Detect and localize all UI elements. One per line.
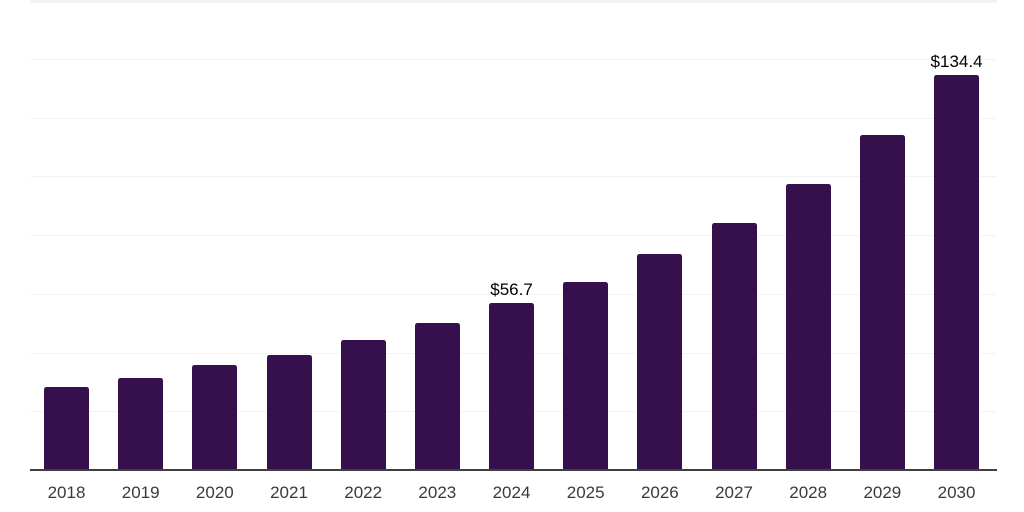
plot-area: $56.7 $134.4 — [30, 0, 997, 472]
x-label-2027: 2027 — [715, 483, 753, 502]
gridline — [30, 176, 997, 178]
x-label-2026: 2026 — [640, 483, 679, 502]
x-label-2022: 2022 — [344, 483, 383, 502]
x-label-2028: 2028 — [789, 483, 828, 502]
bar-2028[interactable] — [785, 184, 831, 470]
x-label-2021: 2021 — [270, 483, 308, 502]
gridline — [30, 235, 997, 236]
x-label-2029: 2029 — [863, 483, 902, 502]
x-label-2023: 2023 — [418, 483, 457, 502]
bar-2018[interactable] — [44, 387, 89, 470]
x-axis-tick-labels: 2018 2019 2020 2021 2022 2023 2024 2025 2026 2027… — [30, 483, 997, 505]
x-label-2030: 2030 — [937, 483, 976, 502]
x-label-2018: 2018 — [47, 483, 86, 502]
gridline — [30, 0, 997, 3]
bar-2019[interactable] — [118, 378, 164, 470]
bar-2020[interactable] — [192, 365, 238, 470]
bar-2021[interactable] — [266, 354, 312, 470]
bar-2030[interactable] — [934, 75, 980, 470]
x-label-2025: 2025 — [566, 483, 605, 502]
bar-2025[interactable] — [563, 282, 609, 470]
bar-2027[interactable] — [711, 223, 757, 470]
bar-value-label-2024: $56.7 — [490, 280, 533, 300]
x-axis-line — [30, 469, 997, 471]
bar-2023[interactable] — [414, 322, 460, 470]
bar-2022[interactable] — [340, 339, 386, 470]
bar-2029[interactable] — [859, 135, 905, 470]
bar-2024[interactable] — [489, 303, 535, 470]
x-label-2020: 2020 — [195, 483, 234, 502]
gridline — [30, 293, 997, 295]
gridline — [30, 58, 997, 60]
x-label-2019: 2019 — [121, 483, 160, 502]
bar-2026[interactable] — [637, 254, 683, 470]
x-label-2024: 2024 — [492, 483, 531, 502]
gridline — [30, 117, 997, 119]
bar-value-label-2030: $134.4 — [930, 52, 983, 72]
